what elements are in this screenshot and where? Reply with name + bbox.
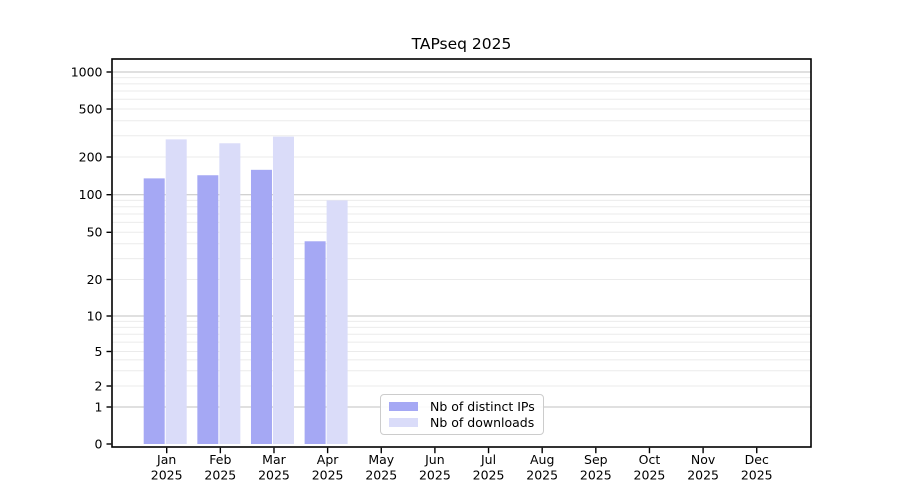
bar-downloads (326, 200, 348, 444)
y-tick-label: 50 (87, 225, 103, 240)
x-tick-label-month: Mar (262, 452, 286, 467)
x-tick-label-month: Jan (156, 452, 176, 467)
x-tick-label-year: 2025 (634, 468, 666, 483)
y-tick-label: 100 (79, 187, 103, 202)
bar-downloads (219, 143, 241, 444)
x-tick-label-month: Nov (691, 452, 716, 467)
bar-distinct-ips (304, 241, 326, 444)
bar-distinct-ips (250, 169, 272, 444)
y-tick-label: 1 (95, 399, 103, 414)
bar-downloads (165, 139, 187, 445)
x-tick-label-month: Dec (745, 452, 769, 467)
x-tick-label-month: Oct (639, 452, 661, 467)
legend-swatch-downloads (389, 418, 418, 428)
plot-border (111, 58, 812, 448)
bar-distinct-ips (197, 175, 219, 445)
x-tick-label-year: 2025 (526, 468, 558, 483)
bar-distinct-ips (143, 178, 165, 444)
x-tick-label-month: May (368, 452, 394, 467)
legend: Nb of distinct IPs Nb of downloads (380, 394, 544, 435)
chart-title: TAPseq 2025 (411, 35, 512, 53)
y-tick-label: 10 (87, 308, 103, 323)
x-tick-label-month: Jul (480, 452, 496, 467)
x-tick-label-year: 2025 (741, 468, 773, 483)
y-tick-label: 20 (87, 272, 103, 287)
legend-label-distinct-ips: Nb of distinct IPs (430, 398, 535, 414)
x-tick-label-month: Aug (530, 452, 554, 467)
x-tick-label-year: 2025 (580, 468, 612, 483)
x-tick-label-year: 2025 (258, 468, 290, 483)
x-tick-label-year: 2025 (365, 468, 397, 483)
x-tick-label-month: Sep (584, 452, 608, 467)
legend-item-distinct-ips: Nb of distinct IPs (389, 399, 537, 414)
y-tick-label: 200 (79, 149, 103, 164)
y-tick-label: 5 (95, 344, 103, 359)
x-tick-label-month: Feb (209, 452, 231, 467)
x-tick-label-year: 2025 (204, 468, 236, 483)
bar-downloads (272, 136, 294, 444)
x-tick-label-year: 2025 (473, 468, 505, 483)
x-tick-label-month: Apr (317, 452, 339, 467)
legend-swatch-distinct-ips (389, 401, 418, 411)
legend-item-downloads: Nb of downloads (389, 415, 537, 430)
x-tick-label-year: 2025 (687, 468, 719, 483)
y-tick-label: 2 (95, 378, 103, 393)
x-tick-label-year: 2025 (312, 468, 344, 483)
y-tick-label: 1000 (71, 64, 103, 79)
x-tick-label-month: Jun (424, 452, 445, 467)
x-tick-label-year: 2025 (151, 468, 183, 483)
x-tick-label-year: 2025 (419, 468, 451, 483)
y-tick-label: 500 (79, 101, 103, 116)
legend-label-downloads: Nb of downloads (430, 415, 535, 431)
y-tick-label: 0 (95, 436, 103, 451)
